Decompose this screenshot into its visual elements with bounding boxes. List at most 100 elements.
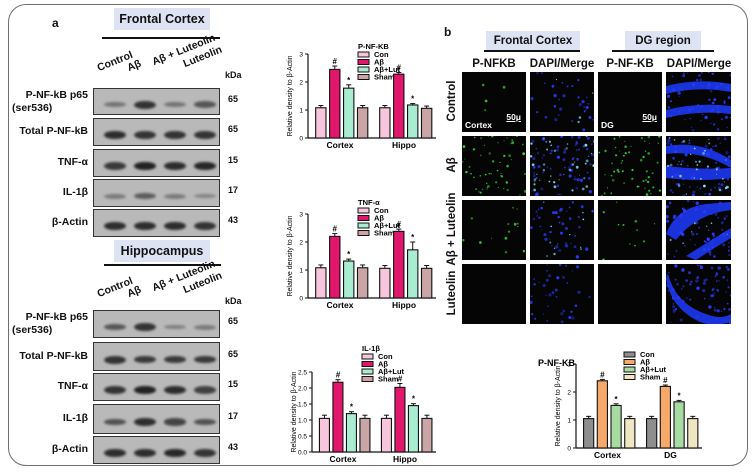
protein-band <box>164 101 186 108</box>
protein-name: IL-1β <box>62 186 88 198</box>
x-category-label: Cortex <box>594 450 621 460</box>
dapi-merge-micrograph <box>530 72 594 132</box>
region-underline <box>102 37 220 39</box>
molecular-weight: 15 <box>228 155 239 165</box>
significance-marker: # <box>336 371 341 380</box>
y-tick-label: 1 <box>299 268 303 275</box>
bar <box>421 417 433 453</box>
region-title-hippocampus: Hippocampus <box>114 240 210 262</box>
protein-band <box>194 418 216 426</box>
blot-row-label: Total P-NF-kB <box>4 125 88 138</box>
protein-band <box>104 323 126 331</box>
significance-marker: # <box>333 57 338 66</box>
bar <box>407 405 419 453</box>
x-category-label: Cortex <box>327 140 354 150</box>
bar <box>659 385 671 449</box>
region-inset-label: Cortex <box>465 120 492 130</box>
legend-swatch <box>357 215 370 221</box>
protein-band <box>104 101 126 108</box>
significance-marker: # <box>397 63 402 72</box>
x-category-label: DG <box>664 450 677 460</box>
region-underline <box>104 264 221 266</box>
legend-swatch <box>623 366 636 373</box>
bar <box>394 386 406 453</box>
protein-band <box>134 385 156 395</box>
significance-marker: * <box>411 233 415 242</box>
protein-name: P-NF-kB p65 <box>25 88 88 101</box>
protein-band <box>194 355 216 364</box>
bar <box>315 267 327 299</box>
protein-band <box>104 130 126 140</box>
bar <box>393 73 405 139</box>
molecular-weight: 43 <box>228 442 239 452</box>
dapi-merge-micrograph <box>530 136 594 196</box>
x-category-label: Hippo <box>393 454 417 464</box>
protein-band <box>134 161 156 171</box>
bar <box>343 260 355 299</box>
chart-title: P-NF-KB <box>538 358 575 368</box>
y-tick-label: 1 <box>567 418 571 425</box>
y-tick-label: 3 <box>299 212 303 219</box>
y-tick-label: 0.5 <box>298 434 307 441</box>
legend-label: Con <box>378 352 393 361</box>
bar <box>583 418 595 449</box>
bar <box>624 418 636 449</box>
legend-label: Aβ+Lut <box>374 65 401 74</box>
significance-marker: # <box>600 370 605 379</box>
protein-band <box>134 323 156 331</box>
bar <box>687 418 699 449</box>
significance-marker: * <box>615 395 619 404</box>
dapi-merge-micrograph <box>666 264 731 324</box>
bar <box>420 267 433 299</box>
legend-label: Aβ <box>374 214 384 223</box>
region-underline <box>484 50 580 52</box>
kda-header: kDa <box>225 296 242 306</box>
bar <box>315 107 327 139</box>
protein-band <box>134 192 156 200</box>
protein-band <box>104 162 126 170</box>
bar <box>329 68 341 139</box>
protein-band <box>194 386 216 394</box>
y-axis-label: Relative density to β-Actin <box>555 365 562 446</box>
region-inset-label: DG <box>601 120 614 130</box>
significance-marker: * <box>347 250 351 259</box>
protein-name: β-Actin <box>51 443 88 455</box>
y-tick-label: 2 <box>299 80 303 87</box>
legend-label: Aβ+Lut <box>374 221 401 230</box>
protein-name: TNF-α <box>57 380 88 392</box>
protein-band <box>164 418 186 426</box>
micrograph-row-label: Luteolin <box>446 270 458 316</box>
molecular-weight: 17 <box>228 185 239 195</box>
protein-band <box>104 355 126 364</box>
p-nfkb-micrograph: DG 50μ <box>598 72 662 132</box>
y-tick-label: 3 <box>299 52 303 59</box>
column-header: P-NFKB <box>472 58 516 70</box>
region-title-frontal-cortex-b: Frontal Cortex <box>486 31 580 51</box>
blot-strip <box>93 373 220 401</box>
legend-label: Con <box>374 206 389 215</box>
legend-swatch <box>357 74 370 80</box>
chart-title: TNF-α <box>358 198 380 207</box>
legend-label: Sham <box>640 373 661 382</box>
significance-marker: * <box>347 76 351 85</box>
p-nfkb-micrograph: Cortex 50μ <box>462 72 526 132</box>
bar <box>420 107 433 139</box>
bar <box>407 104 419 139</box>
y-axis-label: Relative density to β-Actin <box>287 215 294 296</box>
y-axis-label: Relative density to β-Actin <box>287 55 294 136</box>
protein-band <box>194 449 216 457</box>
protein-band <box>134 448 156 458</box>
bar <box>332 381 344 453</box>
legend-label: Aβ <box>374 58 384 67</box>
protein-band <box>104 221 126 231</box>
significance-marker: # <box>663 376 668 385</box>
legend-swatch <box>357 207 370 214</box>
protein-band <box>104 418 126 426</box>
region-title-dg: DG region <box>625 31 701 51</box>
y-tick-label: 2.5 <box>298 370 307 377</box>
column-header: DAPI/Merge <box>529 58 595 70</box>
y-tick-label: 2.0 <box>298 386 307 393</box>
